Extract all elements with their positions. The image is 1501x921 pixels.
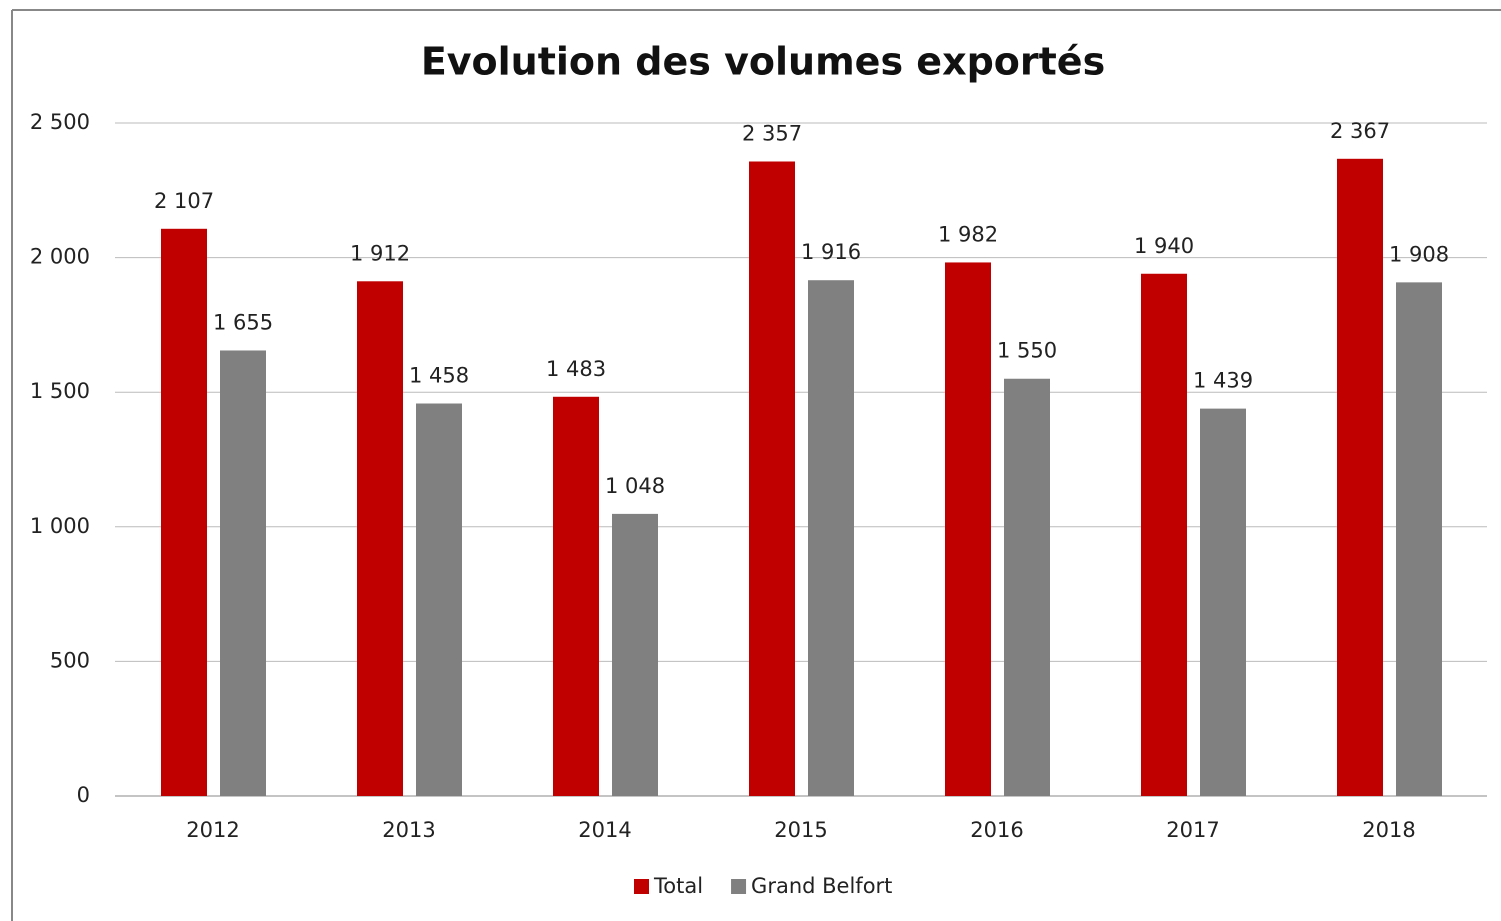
y-tick-label: 1 500 bbox=[30, 379, 90, 403]
bar bbox=[1004, 378, 1050, 796]
chart-title: Evolution des volumes exportés bbox=[421, 40, 1105, 84]
value-label: 2 107 bbox=[154, 189, 214, 213]
value-label: 1 916 bbox=[801, 240, 861, 264]
value-label: 2 367 bbox=[1330, 119, 1390, 143]
y-tick-label: 0 bbox=[77, 783, 90, 807]
bar bbox=[1396, 282, 1442, 796]
value-label: 1 550 bbox=[997, 339, 1057, 363]
x-tick-label: 2014 bbox=[578, 818, 631, 842]
bar bbox=[220, 350, 266, 796]
x-tick-label: 2015 bbox=[774, 818, 827, 842]
value-label: 1 940 bbox=[1134, 234, 1194, 258]
legend-label: Grand Belfort bbox=[751, 874, 892, 898]
bar bbox=[749, 161, 795, 796]
bar bbox=[416, 403, 462, 796]
value-label: 1 458 bbox=[409, 364, 469, 388]
y-tick-label: 2 000 bbox=[30, 245, 90, 269]
x-tick-label: 2018 bbox=[1362, 818, 1415, 842]
bar bbox=[612, 513, 658, 796]
y-tick-label: 1 000 bbox=[30, 514, 90, 538]
x-tick-label: 2012 bbox=[186, 818, 239, 842]
value-label: 1 483 bbox=[546, 357, 606, 381]
bar bbox=[161, 228, 207, 796]
bar bbox=[808, 280, 854, 797]
bar bbox=[945, 262, 991, 797]
bar bbox=[357, 281, 403, 796]
value-label: 1 048 bbox=[605, 474, 665, 498]
bar bbox=[553, 396, 599, 796]
value-label: 1 912 bbox=[350, 241, 410, 265]
bar bbox=[1200, 408, 1246, 796]
x-tick-label: 2013 bbox=[382, 818, 435, 842]
value-label: 1 982 bbox=[938, 222, 998, 246]
legend-label: Total bbox=[653, 874, 703, 898]
y-tick-label: 500 bbox=[50, 648, 90, 672]
value-label: 1 439 bbox=[1193, 369, 1253, 393]
legend-swatch bbox=[731, 879, 747, 894]
x-tick-label: 2017 bbox=[1166, 818, 1219, 842]
bar bbox=[1337, 158, 1383, 797]
value-label: 1 908 bbox=[1389, 242, 1449, 266]
value-label: 2 357 bbox=[742, 121, 802, 145]
value-label: 1 655 bbox=[213, 310, 273, 334]
y-tick-label: 2 500 bbox=[30, 110, 90, 134]
x-tick-label: 2016 bbox=[970, 818, 1023, 842]
legend-swatch bbox=[634, 879, 649, 894]
bar bbox=[1141, 273, 1187, 796]
